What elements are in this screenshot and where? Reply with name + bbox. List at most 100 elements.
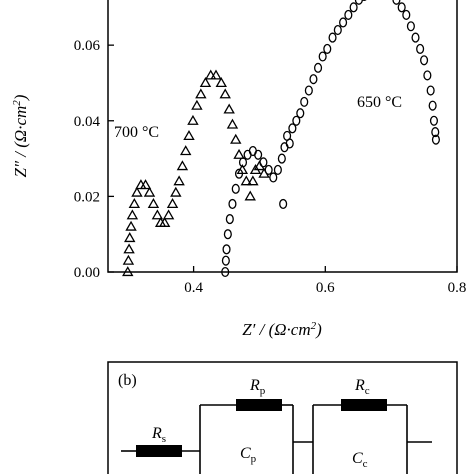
triangle-point: [244, 190, 256, 201]
label-rc: Rc: [354, 377, 370, 397]
resistor-rc: [341, 399, 387, 411]
circle-point: [259, 157, 268, 168]
triangle-point: [183, 129, 195, 140]
circle-point: [304, 85, 313, 96]
triangle-point: [215, 77, 227, 88]
label-cp: Cp: [240, 445, 257, 465]
circle-point: [339, 17, 348, 28]
triangle-point: [210, 69, 222, 80]
circle-point: [397, 2, 406, 13]
circle-point: [314, 62, 323, 73]
circle-point: [221, 255, 230, 266]
panel-label: (b): [118, 372, 137, 389]
triangle-point: [176, 160, 189, 171]
circle-point: [420, 55, 429, 66]
circle-point: [223, 229, 232, 240]
circle-point: [264, 164, 273, 175]
triangle-point: [123, 243, 135, 254]
triangle-point: [199, 77, 212, 88]
circle-point: [431, 134, 440, 145]
triangle-point: [162, 209, 175, 220]
circle-point: [406, 21, 415, 32]
triangle-point: [158, 216, 171, 227]
circle-point: [349, 2, 358, 13]
plot-frame: [107, 0, 458, 273]
circle-point: [318, 51, 327, 62]
circle-point: [323, 43, 332, 54]
circle-point: [228, 198, 237, 209]
y-tick-label: 0.00: [74, 265, 100, 281]
triangle-point: [226, 118, 239, 129]
circle-point: [333, 24, 342, 36]
triangle-point: [124, 232, 136, 243]
triangle-point: [230, 133, 242, 144]
triangle-point: [195, 88, 207, 99]
triangle-point: [233, 148, 245, 159]
circle-point: [279, 198, 288, 209]
circle-point: [269, 172, 278, 183]
triangle-point: [151, 209, 164, 220]
circle-point: [428, 100, 437, 111]
annotation-650: 650 °C: [357, 94, 402, 111]
triangle-point: [173, 175, 185, 186]
circle-point: [234, 168, 244, 179]
triangle-point: [219, 88, 231, 99]
circuit-wires: [121, 404, 432, 474]
y-axis-title: Z″ / (Ω·cm2): [11, 94, 30, 177]
circle-point: [423, 70, 432, 81]
triangle-point: [122, 254, 135, 265]
circle-point: [392, 0, 401, 5]
triangle-point: [128, 198, 141, 209]
triangle-point: [166, 198, 179, 209]
triangle-point: [223, 103, 235, 114]
y-tick-label: 0.02: [74, 189, 100, 205]
x-axis-title: Z′ / (Ω·cm2): [242, 320, 322, 339]
circle-point: [411, 32, 420, 43]
data-markers: [122, 0, 440, 278]
resistor-rs: [136, 445, 182, 457]
circle-point: [277, 153, 286, 164]
circle-point: [309, 74, 318, 85]
label-rs: Rs: [151, 425, 166, 445]
triangle-point: [147, 198, 160, 209]
circle-point: [238, 157, 248, 168]
circle-point: [300, 96, 309, 107]
triangle-point: [170, 186, 182, 197]
y-tick-label: 0.06: [74, 38, 101, 54]
triangle-point: [191, 99, 203, 110]
circle-point: [431, 127, 440, 138]
triangle-point: [126, 209, 139, 220]
circle-point: [416, 43, 425, 54]
triangle-point: [125, 220, 137, 231]
triangle-point: [247, 175, 259, 186]
triangle-point: [143, 186, 156, 197]
circle-point: [231, 183, 240, 194]
circle-point: [222, 244, 231, 255]
circle-point: [429, 115, 439, 126]
triangle-point: [139, 179, 152, 190]
resistor-rp: [236, 399, 282, 411]
x-tick-label: 0.8: [448, 280, 467, 296]
x-tick-label: 0.4: [184, 280, 203, 296]
triangle-point: [187, 114, 199, 125]
inset-frame: [107, 361, 458, 474]
triangle-point: [179, 145, 192, 156]
circle-point: [292, 115, 301, 126]
circle-point: [273, 164, 282, 175]
circle-point: [254, 149, 263, 160]
circle-point: [402, 9, 411, 20]
triangle-point: [240, 175, 253, 186]
axis-ticks: 0.4 0.6 0.8 0.00 0.02 0.04 0.06: [74, 38, 467, 296]
triangle-point: [258, 167, 270, 178]
label-cc: Cc: [352, 450, 368, 470]
nyquist-plot: 0.4 0.6 0.80.000.020.040.06 700 °C 650 °C …: [11, 0, 466, 339]
circle-point: [344, 9, 353, 20]
circle-point: [354, 0, 363, 5]
triangle-point: [253, 160, 266, 171]
circle-point: [225, 214, 234, 225]
annotation-700: 700 °C: [114, 124, 159, 141]
label-rp: Rp: [249, 377, 266, 397]
circle-point: [285, 138, 294, 149]
x-tick-label: 0.6: [316, 280, 335, 296]
circle-point: [328, 32, 337, 43]
